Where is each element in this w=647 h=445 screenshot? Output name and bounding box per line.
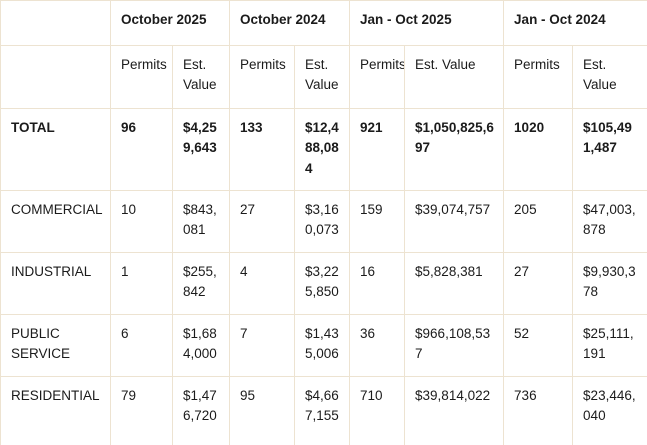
cell-est-value: $47,003,878 bbox=[572, 190, 647, 253]
corner-cell bbox=[0, 0, 111, 46]
cell-permits: 10 bbox=[110, 190, 173, 253]
cell-permits: 27 bbox=[229, 190, 296, 253]
cell-permits: 133 bbox=[229, 108, 296, 191]
cell-permits: 27 bbox=[503, 252, 574, 315]
cell-est-value: $966,108,537 bbox=[404, 314, 505, 377]
cell-est-value: $1,684,000 bbox=[171, 314, 231, 377]
subheader-est-value: Est. Value bbox=[404, 45, 505, 109]
cell-permits: 921 bbox=[349, 108, 406, 191]
row-label: TOTAL bbox=[0, 108, 111, 191]
table-row-industrial: INDUSTRIAL 1 $255,842 4 $3,225,850 16 $5… bbox=[0, 252, 647, 315]
period-header-jan-oct-2024: Jan - Oct 2024 bbox=[503, 0, 647, 46]
cell-permits: 736 bbox=[503, 376, 574, 445]
cell-est-value: $1,435,006 bbox=[294, 314, 351, 377]
subheader-row: Permits Est. Value Permits Est. Value Pe… bbox=[0, 45, 647, 109]
table-row-commercial: COMMERCIAL 10 $843,081 27 $3,160,073 159… bbox=[0, 190, 647, 253]
cell-est-value: $843,081 bbox=[171, 190, 231, 253]
cell-permits: 710 bbox=[349, 376, 406, 445]
row-label: RESIDENTIAL bbox=[0, 376, 111, 445]
cell-est-value: $255,842 bbox=[171, 252, 231, 315]
subheader-permits: Permits bbox=[229, 45, 296, 109]
cell-permits: 52 bbox=[503, 314, 574, 377]
corner-cell bbox=[0, 45, 111, 109]
row-label: INDUSTRIAL bbox=[0, 252, 111, 315]
cell-est-value: $3,160,073 bbox=[294, 190, 351, 253]
period-header-row: October 2025 October 2024 Jan - Oct 2025… bbox=[0, 0, 647, 46]
cell-est-value: $39,814,022 bbox=[404, 376, 505, 445]
period-header-jan-oct-2025: Jan - Oct 2025 bbox=[349, 0, 505, 46]
cell-permits: 6 bbox=[110, 314, 173, 377]
table-row-public-service: PUBLIC SERVICE 6 $1,684,000 7 $1,435,006… bbox=[0, 314, 647, 377]
cell-est-value: $9,930,378 bbox=[572, 252, 647, 315]
cell-permits: 159 bbox=[349, 190, 406, 253]
subheader-permits: Permits bbox=[503, 45, 574, 109]
cell-permits: 1020 bbox=[503, 108, 574, 191]
cell-est-value: $3,225,850 bbox=[294, 252, 351, 315]
cell-est-value: $105,491,487 bbox=[572, 108, 647, 191]
cell-permits: 1 bbox=[110, 252, 173, 315]
subheader-permits: Permits bbox=[349, 45, 406, 109]
cell-permits: 79 bbox=[110, 376, 173, 445]
table-row-total: TOTAL 96 $4,259,643 133 $12,488,084 921 … bbox=[0, 108, 647, 191]
cell-permits: 36 bbox=[349, 314, 406, 377]
subheader-permits: Permits bbox=[110, 45, 173, 109]
subheader-est-value: Est. Value bbox=[171, 45, 231, 109]
row-label: COMMERCIAL bbox=[0, 190, 111, 253]
period-header-october-2024: October 2024 bbox=[229, 0, 351, 46]
cell-est-value: $39,074,757 bbox=[404, 190, 505, 253]
cell-permits: 96 bbox=[110, 108, 173, 191]
cell-permits: 205 bbox=[503, 190, 574, 253]
subheader-est-value: Est. Value bbox=[294, 45, 351, 109]
row-label: PUBLIC SERVICE bbox=[0, 314, 111, 377]
cell-permits: 16 bbox=[349, 252, 406, 315]
cell-est-value: $12,488,084 bbox=[294, 108, 351, 191]
cell-est-value: $4,667,155 bbox=[294, 376, 351, 445]
cell-est-value: $25,111,191 bbox=[572, 314, 647, 377]
cell-est-value: $23,446,040 bbox=[572, 376, 647, 445]
period-header-october-2025: October 2025 bbox=[109, 0, 231, 46]
cell-permits: 4 bbox=[229, 252, 296, 315]
subheader-est-value: Est. Value bbox=[572, 45, 647, 109]
cell-est-value: $1,050,825,697 bbox=[404, 108, 505, 191]
cell-est-value: $1,476,720 bbox=[171, 376, 231, 445]
cell-est-value: $4,259,643 bbox=[171, 108, 231, 191]
cell-est-value: $5,828,381 bbox=[404, 252, 505, 315]
cell-permits: 95 bbox=[229, 376, 296, 445]
table-row-residential: RESIDENTIAL 79 $1,476,720 95 $4,667,155 … bbox=[0, 376, 647, 445]
cell-permits: 7 bbox=[229, 314, 296, 377]
